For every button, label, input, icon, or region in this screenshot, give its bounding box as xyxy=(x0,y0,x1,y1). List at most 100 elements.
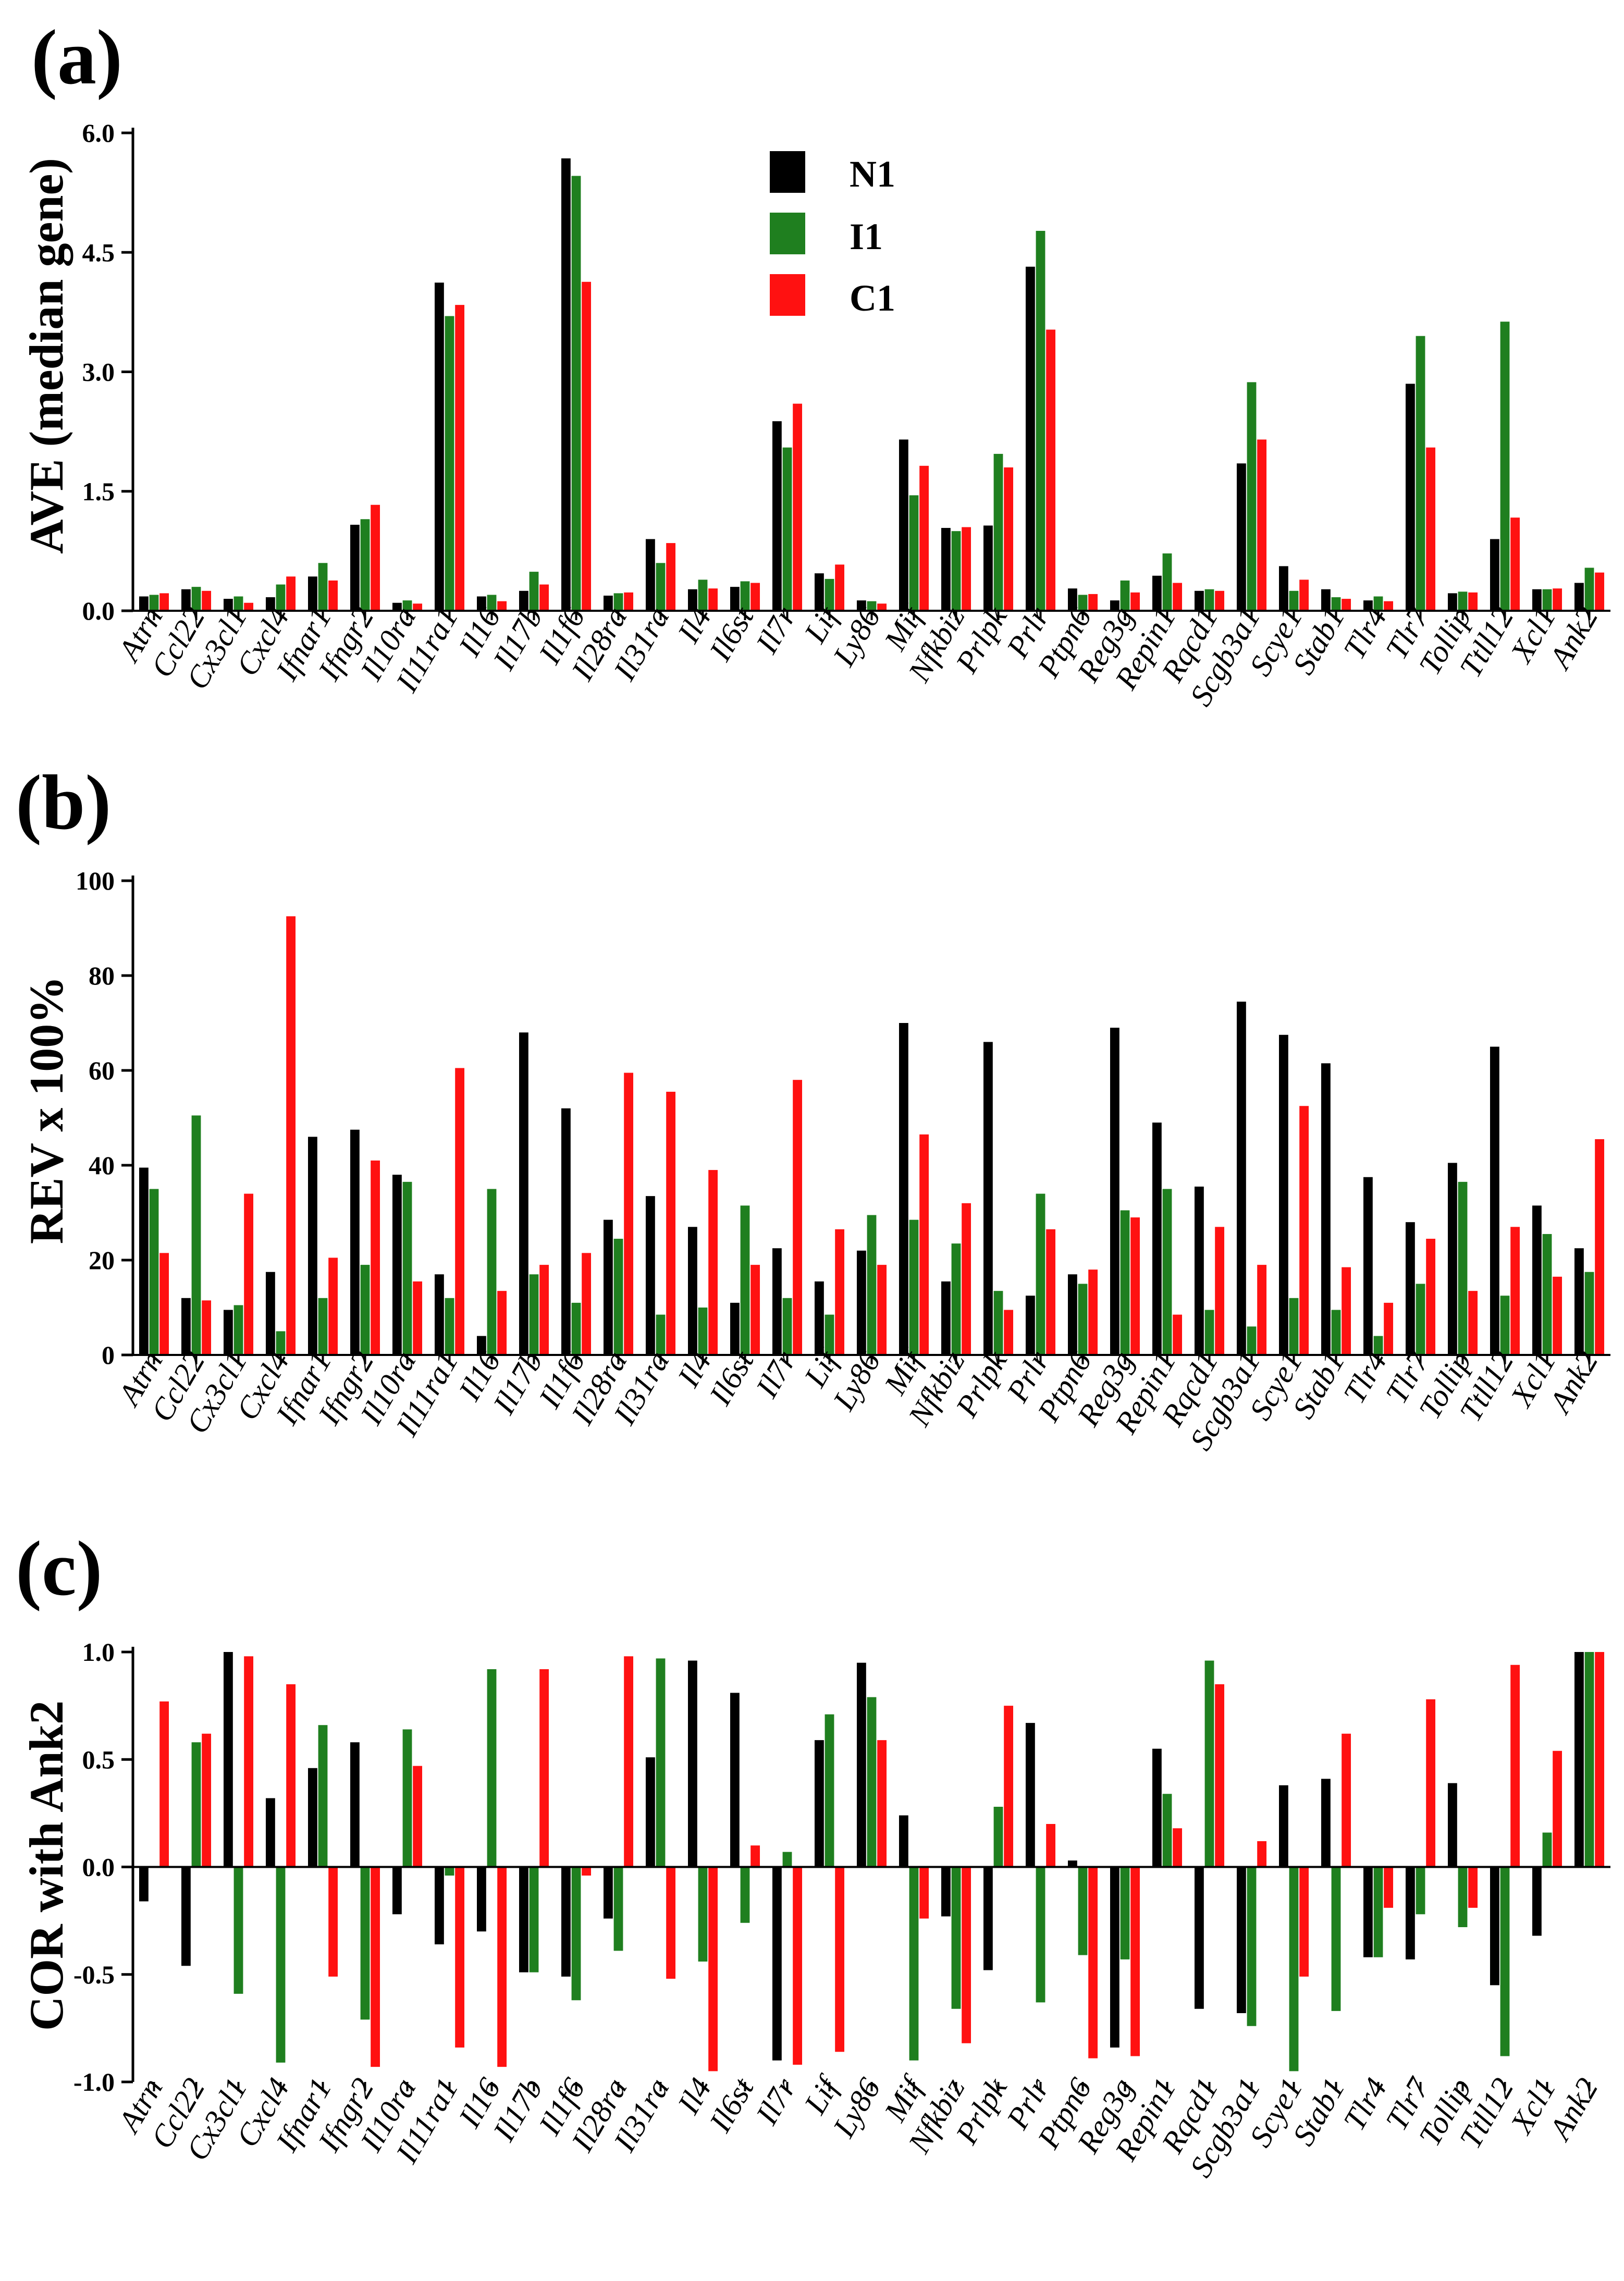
bar-c-c1-il1f6 xyxy=(582,1867,592,1876)
bar-c-n1-scye1 xyxy=(1278,1785,1288,1867)
y-tick-label: 4.5 xyxy=(82,238,115,267)
bar-b-i1-reg3g xyxy=(1120,1210,1130,1355)
bar-a-i1-il16 xyxy=(487,595,497,611)
bar-b-n1-rqcd1 xyxy=(1194,1186,1204,1355)
bar-b-c1-ifngr2 xyxy=(371,1160,380,1355)
bar-c-n1-ifnar1 xyxy=(307,1768,317,1867)
bar-b-i1-scye1 xyxy=(1289,1298,1299,1355)
bar-b-n1-il1f6 xyxy=(561,1108,571,1355)
bar-a-c1-mif xyxy=(919,465,929,611)
bar-a-i1-ifnar1 xyxy=(318,563,328,611)
bar-b-n1-scgb3a1 xyxy=(1236,1002,1246,1355)
bar-b-c1-cx3cl1 xyxy=(244,1193,254,1355)
bar-b-i1-ccl22 xyxy=(191,1115,201,1355)
y-tick-label: 0.0 xyxy=(82,596,115,625)
bar-a-n1-tlr4 xyxy=(1363,600,1373,611)
bar-a-i1-prlpk xyxy=(993,453,1003,611)
bar-c-n1-il17b xyxy=(519,1867,528,1972)
bar-b-n1-lif xyxy=(814,1281,824,1355)
bar-a-c1-prlpk xyxy=(1004,467,1014,611)
bar-b-n1-il7r xyxy=(772,1248,782,1355)
bar-a-n1-nfkbiz xyxy=(941,528,951,611)
bar-a-i1-ttll12 xyxy=(1500,322,1510,611)
bar-c-i1-prlr xyxy=(1036,1867,1045,2003)
bar-b-n1-il17b xyxy=(519,1032,528,1355)
bar-c-i1-lif xyxy=(825,1714,834,1867)
bar-a-c1-il7r xyxy=(793,403,803,611)
bar-a-c1-il10ra xyxy=(413,603,423,611)
bar-c-c1-il6st xyxy=(751,1845,760,1867)
bar-a-i1-stab1 xyxy=(1331,597,1341,611)
bar-c-i1-prlpk xyxy=(993,1807,1003,1867)
y-tick-label: 3.0 xyxy=(82,357,115,387)
bar-b-c1-tlr4 xyxy=(1384,1302,1394,1355)
bar-c-i1-nfkbiz xyxy=(951,1867,961,2009)
bar-c-c1-ifnar1 xyxy=(328,1867,338,1977)
bar-a-c1-atrn xyxy=(159,593,169,611)
y-tick-label: 40 xyxy=(89,1151,115,1180)
y-tick-label: 6.0 xyxy=(82,118,115,147)
bar-c-n1-rqcd1 xyxy=(1194,1867,1204,2009)
bar-c-c1-il4 xyxy=(708,1867,718,2072)
bar-c-i1-il10ra xyxy=(402,1729,412,1867)
bar-b-n1-prlpk xyxy=(983,1042,993,1355)
bar-b-i1-prlpk xyxy=(993,1291,1003,1355)
bar-c-n1-ccl22 xyxy=(181,1867,191,1966)
bar-c-n1-xcl1 xyxy=(1532,1867,1542,1936)
bar-a-c1-repin1 xyxy=(1173,583,1183,611)
bar-b-c1-ttll12 xyxy=(1510,1227,1520,1355)
bar-c-c1-scye1 xyxy=(1299,1867,1309,1977)
bar-c-i1-scgb3a1 xyxy=(1247,1867,1257,2026)
bar-b-c1-cxcl4 xyxy=(286,916,296,1355)
bar-a-c1-reg3g xyxy=(1130,592,1140,611)
bar-c-i1-il4 xyxy=(698,1867,708,1962)
x-tick-label: Il7r xyxy=(749,2072,803,2130)
bar-a-c1-cxcl4 xyxy=(286,576,296,611)
bar-c-i1-il16 xyxy=(487,1669,497,1867)
bar-b-c1-ptpn6 xyxy=(1088,1269,1098,1355)
bar-a-c1-scgb3a1 xyxy=(1257,439,1267,611)
bar-a-c1-tollip xyxy=(1468,592,1478,611)
bar-c-c1-atrn xyxy=(159,1701,169,1867)
y-axis-title-c: COR with Ank2 xyxy=(20,1700,73,2031)
bar-a-n1-il7r xyxy=(772,421,782,611)
bar-c-n1-ttll12 xyxy=(1490,1867,1499,1986)
bar-c-c1-stab1 xyxy=(1342,1733,1351,1867)
bar-c-i1-tlr4 xyxy=(1373,1867,1383,1957)
bar-c-n1-ifngr2 xyxy=(350,1742,360,1867)
bar-b-c1-tlr7 xyxy=(1426,1239,1436,1355)
bar-c-i1-scye1 xyxy=(1289,1867,1299,2072)
bar-a-n1-il16 xyxy=(476,596,486,611)
bar-a-n1-il11ra1 xyxy=(434,282,444,611)
bar-a-c1-il6st xyxy=(751,583,760,611)
bar-c-n1-cxcl4 xyxy=(265,1798,275,1867)
bar-a-n1-scgb3a1 xyxy=(1236,463,1246,611)
bar-c-i1-il7r xyxy=(782,1852,792,1867)
bar-c-c1-ly86 xyxy=(877,1740,887,1867)
bar-a-n1-il6st xyxy=(730,587,740,611)
bar-a-n1-atrn xyxy=(139,596,149,611)
bar-b-n1-ccl22 xyxy=(181,1298,191,1355)
bar-b-c1-atrn xyxy=(159,1253,169,1355)
bar-a-c1-il31ra xyxy=(666,543,676,611)
bar-b-c1-ccl22 xyxy=(202,1300,212,1355)
y-tick-label: 100 xyxy=(76,866,115,895)
bar-a-i1-ccl22 xyxy=(191,587,201,611)
bar-a-c1-rqcd1 xyxy=(1215,590,1225,611)
bar-b-i1-cxcl4 xyxy=(276,1331,286,1355)
chart-panel-a: 0.01.53.04.56.0AtrnCcl22Cx3cl1Cxcl4Ifnar… xyxy=(82,118,1610,711)
bar-a-n1-prlr xyxy=(1025,266,1035,611)
bar-c-c1-il28ra xyxy=(624,1656,634,1867)
bar-b-c1-reg3g xyxy=(1130,1217,1140,1355)
bar-a-i1-atrn xyxy=(149,595,159,611)
bar-b-n1-mif xyxy=(899,1023,908,1355)
bar-a-n1-tlr7 xyxy=(1405,384,1415,611)
bar-b-i1-il6st xyxy=(740,1205,750,1355)
bar-c-c1-il31ra xyxy=(666,1867,676,1979)
bar-b-n1-nfkbiz xyxy=(941,1281,951,1355)
bar-c-n1-ank2 xyxy=(1574,1652,1584,1867)
bar-c-c1-reg3g xyxy=(1130,1867,1140,2056)
bar-c-n1-stab1 xyxy=(1321,1779,1331,1867)
bar-c-c1-tollip xyxy=(1468,1867,1478,1908)
